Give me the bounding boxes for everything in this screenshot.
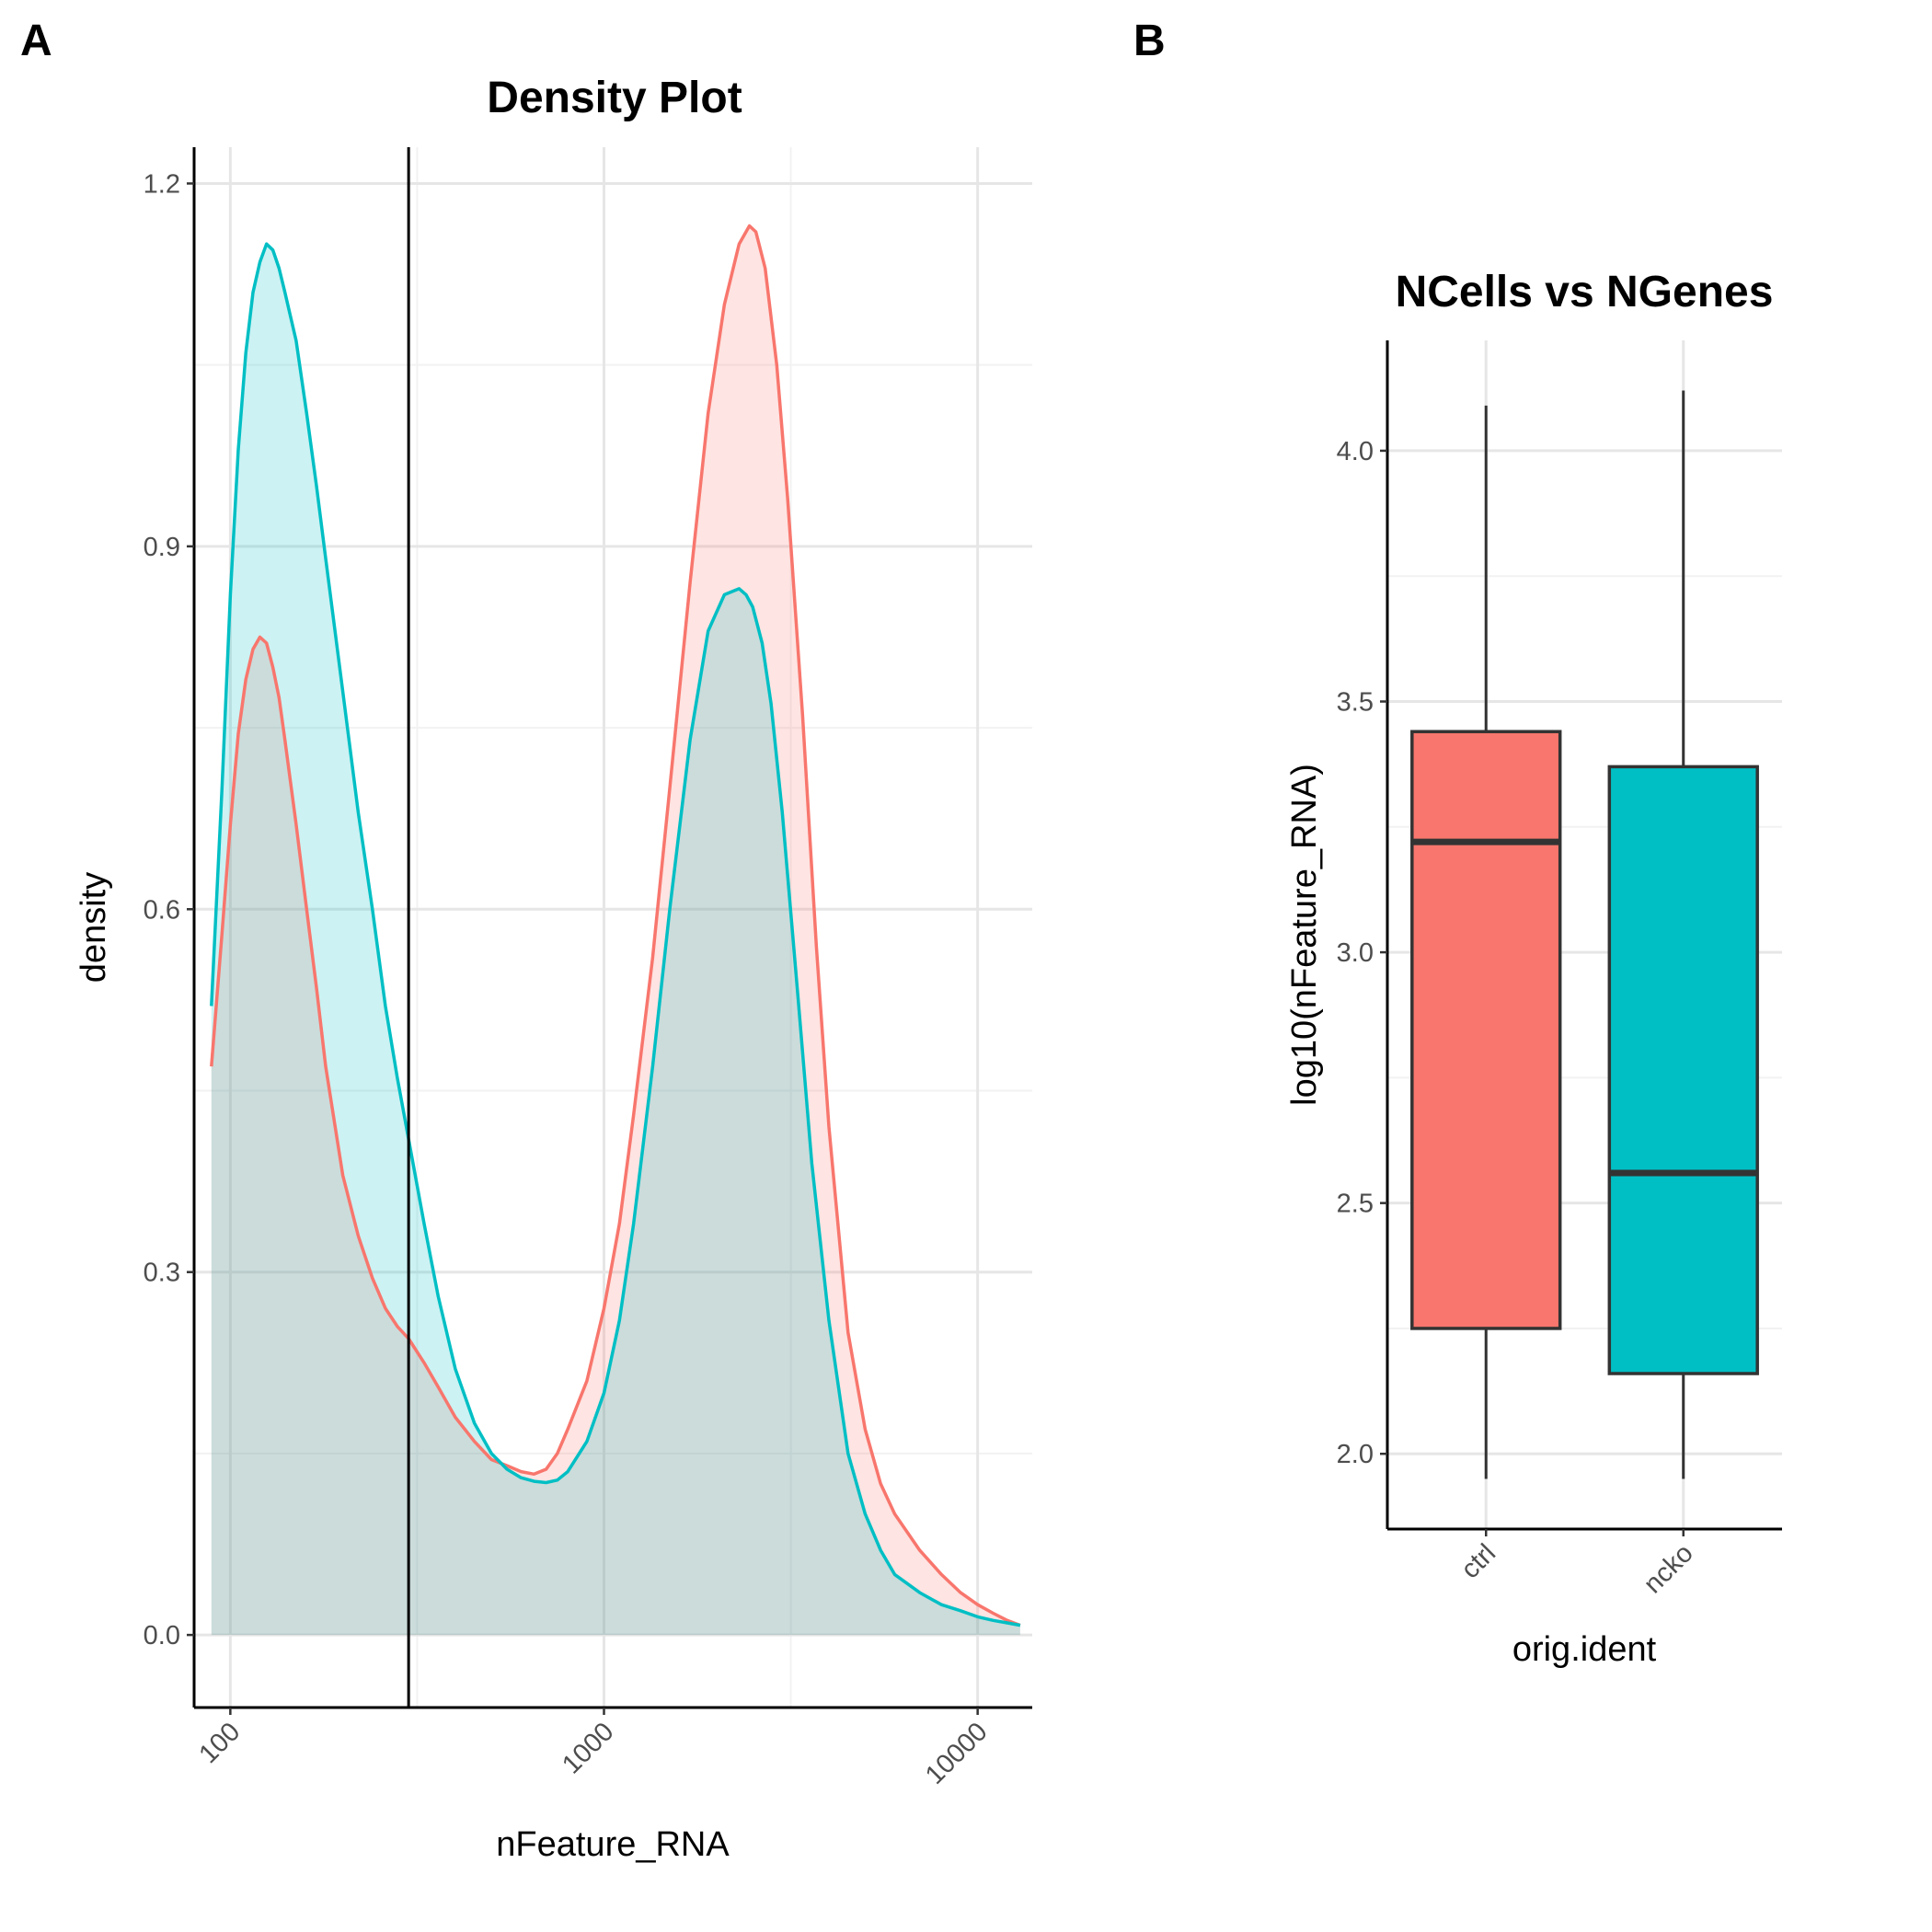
box-x-ticks: ctrl ncko [1455, 1529, 1699, 1599]
box-marks [1410, 390, 1759, 1479]
density-lines [210, 224, 1021, 1627]
density-gridlines [194, 147, 1032, 1708]
density-x-tick-label: 10000 [920, 1717, 994, 1790]
density-y-tick-label: 0.9 [144, 533, 180, 562]
density-x-tick-label: 1000 [557, 1717, 619, 1779]
density-x-axis-title: nFeature_RNA [496, 1825, 730, 1864]
density-line-0 [210, 224, 1021, 1627]
box-y-tick-label: 2.0 [1337, 1440, 1374, 1469]
density-areas [211, 225, 1020, 1636]
box-y-tick-label: 4.0 [1337, 437, 1374, 466]
density-chart: Density Plot 0.0 0.3 0.6 0.9 1.2 100 1000 1000… [75, 74, 1032, 1864]
density-chart-title: Density Plot [487, 74, 742, 122]
density-y-tick-label: 0.6 [144, 895, 180, 925]
density-y-ticks: 0.0 0.3 0.6 0.9 1.2 [144, 169, 194, 1650]
density-x-tick-label: 100 [193, 1717, 246, 1769]
density-y-tick-label: 0.0 [144, 1621, 180, 1650]
box-y-ticks: 2.0 2.5 3.0 3.5 4.0 [1337, 437, 1387, 1469]
box-x-axis-title: orig.ident [1512, 1630, 1657, 1669]
panel-label-b: B [1133, 17, 1166, 65]
density-x-ticks: 100 1000 10000 [193, 1708, 994, 1790]
density-y-axis-title: density [75, 872, 113, 983]
density-area-0 [211, 225, 1020, 1636]
box-rect-ncko [1607, 765, 1759, 1375]
density-y-tick-label: 0.3 [144, 1259, 180, 1288]
box-y-tick-label: 3.0 [1337, 938, 1374, 968]
density-line-1 [210, 242, 1021, 1627]
box-y-tick-label: 3.5 [1337, 688, 1374, 718]
box-chart-title: NCells vs NGenes [1396, 268, 1774, 316]
box-rect-ctrl [1410, 730, 1562, 1330]
box-x-tick-label: ctrl [1455, 1538, 1501, 1584]
box-y-tick-label: 2.5 [1337, 1190, 1374, 1219]
box-y-axis-title: log10(nFeature_RNA) [1285, 764, 1324, 1106]
density-y-tick-label: 1.2 [144, 169, 180, 199]
box-chart: NCells vs NGenes 2.0 2.5 3.0 3.5 4.0 ctrl nck… [1285, 268, 1782, 1669]
box-x-tick-label: ncko [1639, 1538, 1699, 1599]
panel-label-a: A [20, 17, 52, 65]
density-area-1 [211, 244, 1020, 1636]
